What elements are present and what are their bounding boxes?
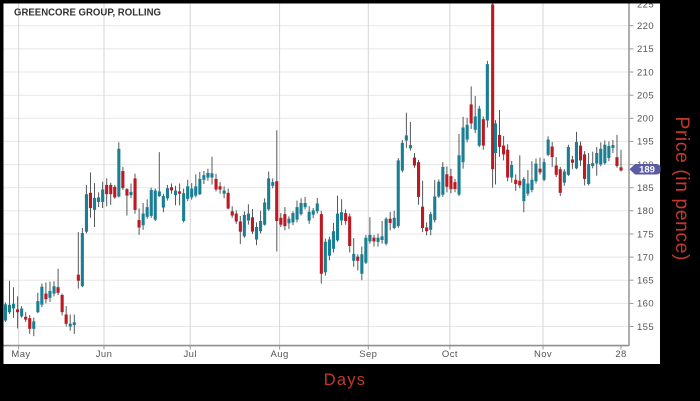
svg-text:225: 225 xyxy=(637,0,654,10)
svg-text:215: 215 xyxy=(637,44,654,55)
svg-text:195: 195 xyxy=(637,137,654,148)
svg-text:180: 180 xyxy=(637,206,654,217)
svg-text:Jun: Jun xyxy=(96,349,113,360)
svg-text:Sep: Sep xyxy=(359,349,377,360)
svg-text:28: 28 xyxy=(615,349,626,360)
svg-text:185: 185 xyxy=(637,183,654,194)
svg-text:210: 210 xyxy=(637,67,654,78)
svg-text:175: 175 xyxy=(637,229,654,240)
svg-text:May: May xyxy=(11,349,30,360)
svg-text:189: 189 xyxy=(639,165,655,176)
svg-text:GREENCORE GROUP, ROLLING: GREENCORE GROUP, ROLLING xyxy=(14,7,161,19)
svg-text:220: 220 xyxy=(637,21,654,32)
svg-text:Oct: Oct xyxy=(442,349,458,360)
svg-text:170: 170 xyxy=(637,252,654,263)
svg-text:Jul: Jul xyxy=(184,349,197,360)
svg-text:Nov: Nov xyxy=(534,349,552,360)
svg-text:165: 165 xyxy=(637,276,654,287)
svg-text:155: 155 xyxy=(637,322,654,333)
svg-text:205: 205 xyxy=(637,91,654,102)
svg-text:Days: Days xyxy=(324,371,366,389)
svg-text:Price (in pence): Price (in pence) xyxy=(671,116,693,261)
svg-text:160: 160 xyxy=(637,299,654,310)
svg-text:Aug: Aug xyxy=(271,349,289,360)
svg-text:200: 200 xyxy=(637,114,654,125)
